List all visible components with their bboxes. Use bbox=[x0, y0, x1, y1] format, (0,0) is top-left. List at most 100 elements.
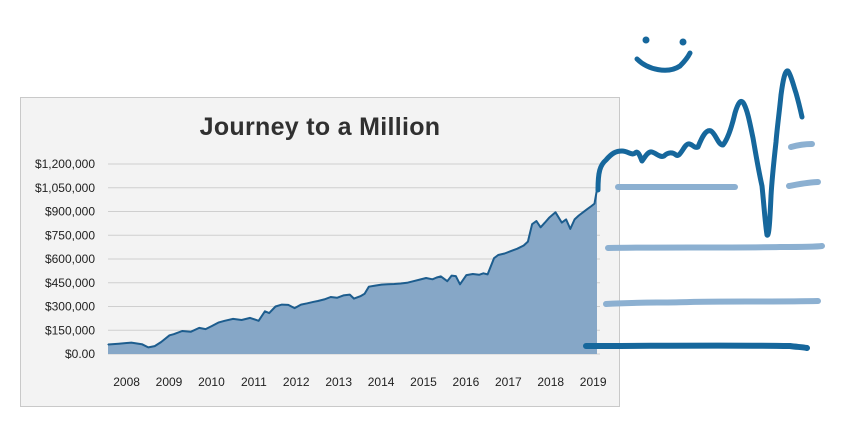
data-point bbox=[504, 252, 506, 255]
data-point bbox=[459, 283, 461, 285]
data-point bbox=[198, 327, 200, 329]
data-point bbox=[287, 304, 289, 306]
data-point bbox=[211, 325, 213, 327]
y-tick-label: $450,000 bbox=[45, 276, 95, 290]
x-tick-label: 2016 bbox=[453, 375, 480, 389]
data-point bbox=[264, 310, 266, 312]
data-point bbox=[544, 222, 546, 224]
data-point bbox=[590, 205, 593, 207]
data-point bbox=[249, 317, 251, 319]
smiley-mouth bbox=[634, 50, 693, 73]
data-point bbox=[593, 203, 596, 205]
data-point bbox=[281, 304, 283, 306]
data-point bbox=[342, 294, 344, 296]
data-point bbox=[306, 302, 308, 304]
data-point bbox=[130, 342, 132, 344]
data-point bbox=[493, 257, 495, 259]
data-point bbox=[330, 296, 332, 298]
data-point bbox=[436, 276, 438, 279]
data-point bbox=[173, 333, 175, 335]
data-point bbox=[455, 275, 457, 277]
hand-drawn-gridline bbox=[603, 298, 821, 307]
data-point bbox=[431, 278, 434, 280]
x-tick-label: 2008 bbox=[113, 375, 140, 389]
data-point bbox=[349, 294, 351, 296]
data-point bbox=[300, 304, 302, 306]
data-point bbox=[478, 274, 480, 276]
data-point bbox=[168, 334, 171, 336]
data-point bbox=[561, 222, 563, 224]
data-point bbox=[565, 218, 567, 220]
data-point bbox=[364, 293, 366, 295]
data-point bbox=[535, 220, 538, 222]
x-tick-label: 2019 bbox=[580, 375, 607, 389]
data-point bbox=[241, 319, 243, 321]
data-point bbox=[181, 330, 183, 332]
y-tick-label: $150,000 bbox=[45, 323, 95, 337]
data-point bbox=[574, 218, 576, 220]
data-point bbox=[446, 280, 448, 282]
y-tick-label: $900,000 bbox=[45, 205, 95, 219]
data-point bbox=[205, 328, 207, 330]
data-point bbox=[387, 283, 389, 285]
data-point bbox=[482, 272, 484, 274]
data-point bbox=[232, 318, 234, 320]
data-point bbox=[268, 312, 270, 314]
x-tick-label: 2014 bbox=[368, 375, 395, 389]
chart-title: Journey to a Million bbox=[199, 113, 441, 141]
data-point bbox=[497, 254, 499, 256]
data-point bbox=[451, 275, 453, 277]
x-tick-label: 2012 bbox=[283, 375, 310, 389]
data-point bbox=[374, 285, 376, 287]
data-point bbox=[527, 241, 529, 243]
data-point bbox=[406, 282, 408, 284]
y-tick-label: $300,000 bbox=[45, 300, 95, 314]
y-tick-label: $1,050,000 bbox=[35, 181, 95, 195]
data-point bbox=[294, 307, 296, 309]
area-fill bbox=[108, 189, 597, 354]
y-tick-label: $600,000 bbox=[45, 252, 95, 266]
data-point bbox=[569, 228, 571, 230]
data-point bbox=[465, 274, 467, 276]
x-axis-ticks: 2008 2009 2010 2011 2012 2013 2014 2015 2016 2017… bbox=[113, 375, 607, 389]
y-tick-label: $0.00 bbox=[65, 347, 95, 361]
hand-drawn-gridline bbox=[788, 141, 815, 150]
data-point bbox=[258, 320, 260, 322]
data-point bbox=[317, 300, 319, 302]
data-point bbox=[353, 298, 355, 300]
data-point bbox=[510, 250, 512, 252]
smiley-right-eye bbox=[679, 38, 687, 46]
data-point bbox=[368, 286, 370, 288]
data-point bbox=[425, 277, 427, 279]
smiley-left-eye bbox=[642, 36, 650, 44]
data-point bbox=[160, 341, 162, 343]
data-point bbox=[154, 345, 156, 347]
data-point bbox=[531, 223, 533, 225]
x-tick-label: 2015 bbox=[410, 375, 437, 389]
data-point bbox=[440, 275, 442, 277]
data-point bbox=[472, 273, 474, 275]
data-point bbox=[190, 331, 192, 333]
data-point bbox=[107, 343, 109, 346]
x-tick-label: 2011 bbox=[241, 375, 267, 389]
data-point bbox=[523, 244, 525, 247]
hand-drawn-gridline bbox=[605, 243, 825, 251]
data-point bbox=[217, 322, 219, 324]
data-point bbox=[393, 283, 395, 285]
hand-drawn-gridline bbox=[786, 179, 821, 189]
data-point bbox=[224, 320, 226, 322]
data-point bbox=[381, 284, 383, 286]
data-point bbox=[274, 305, 277, 308]
y-tick-label: $750,000 bbox=[45, 228, 95, 242]
data-point bbox=[412, 280, 414, 282]
x-tick-label: 2017 bbox=[495, 375, 522, 389]
data-point bbox=[323, 298, 325, 300]
x-tick-label: 2018 bbox=[537, 375, 564, 389]
data-point bbox=[419, 279, 421, 281]
x-tick-label: 2009 bbox=[156, 375, 183, 389]
data-point bbox=[141, 343, 143, 345]
area-layer bbox=[107, 188, 598, 354]
data-point bbox=[400, 282, 402, 285]
data-point bbox=[582, 211, 584, 213]
data-point bbox=[548, 217, 550, 219]
